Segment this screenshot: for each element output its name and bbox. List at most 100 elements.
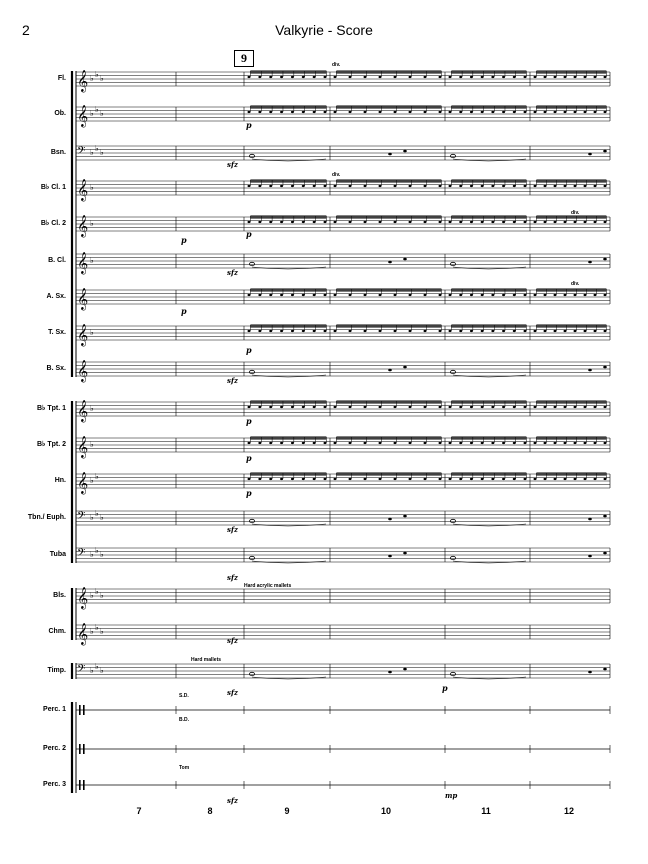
flat-icon: ♭ <box>100 550 104 559</box>
flat-icon: ♭ <box>95 509 99 518</box>
flat-icon: ♭ <box>100 513 104 522</box>
note-head <box>348 441 352 445</box>
note-head <box>533 405 537 409</box>
note-head <box>438 441 442 445</box>
note-head <box>348 110 352 114</box>
note-head <box>448 293 452 297</box>
note-head <box>280 293 284 297</box>
flat-icon: ♭ <box>90 74 94 83</box>
note-head <box>523 405 527 409</box>
note-head <box>388 152 392 156</box>
note-head <box>280 184 284 188</box>
note-head <box>393 75 397 79</box>
annotation-dyn-p: p <box>246 345 252 355</box>
note-head <box>543 184 547 188</box>
note-head <box>403 514 407 518</box>
note-head <box>491 405 495 409</box>
tie <box>251 523 327 527</box>
note-head <box>408 220 412 224</box>
note-head <box>258 441 262 445</box>
bass-clef-icon: 𝄢 <box>77 663 85 678</box>
page-title: Valkyrie - Score <box>275 22 373 38</box>
flat-icon: ♭ <box>95 662 99 671</box>
instrument-label-perc1: Perc. 1 <box>43 706 66 713</box>
note-head <box>301 293 305 297</box>
annotation-dyn-sfz: sfz <box>227 160 238 169</box>
flat-icon: ♭ <box>90 109 94 118</box>
note-head <box>543 75 547 79</box>
annotation-dyn-p: p <box>246 453 252 463</box>
note-head <box>553 405 557 409</box>
note-head <box>378 329 382 333</box>
note-head <box>459 220 463 224</box>
note-head <box>258 405 262 409</box>
annotation-dyn-sfz: sfz <box>227 573 238 582</box>
note-head <box>348 75 352 79</box>
note-head <box>533 184 537 188</box>
note-head <box>563 293 567 297</box>
note-head <box>448 405 452 409</box>
note-head <box>312 220 316 224</box>
treble-clef-icon: 𝄞 <box>77 179 88 202</box>
note-head <box>480 75 484 79</box>
note-head <box>333 220 337 224</box>
note-head <box>323 405 327 409</box>
tie <box>452 560 527 564</box>
flat-icon: ♭ <box>95 144 99 153</box>
tie <box>452 676 527 680</box>
annotation-sd: S.D. <box>179 693 189 699</box>
note-head <box>523 293 527 297</box>
treble-clef-icon: 𝄞 <box>77 400 88 423</box>
note-head <box>448 75 452 79</box>
note-head <box>491 477 495 481</box>
note-head <box>280 110 284 114</box>
note-head <box>523 110 527 114</box>
tie <box>251 374 327 378</box>
note-head <box>563 329 567 333</box>
note-head <box>533 220 537 224</box>
flat-icon: ♭ <box>90 183 94 192</box>
note-head <box>603 405 607 409</box>
annotation-dyn-p: p <box>246 229 252 239</box>
note-head <box>603 110 607 114</box>
note-head <box>280 405 284 409</box>
note-head <box>553 110 557 114</box>
note-head <box>258 477 262 481</box>
note-head <box>588 152 592 156</box>
note-head <box>438 293 442 297</box>
note-head <box>491 75 495 79</box>
note-head <box>269 293 273 297</box>
instrument-label-timp: Timp. <box>47 667 66 674</box>
note-head <box>553 75 557 79</box>
flat-icon: ♭ <box>100 666 104 675</box>
note-head <box>403 551 407 555</box>
note-head <box>247 75 251 79</box>
note-head <box>290 293 294 297</box>
note-head <box>469 75 473 79</box>
instrument-label-bsn: Bsn. <box>50 149 66 156</box>
instrument-label-perc2: Perc. 2 <box>43 745 66 752</box>
note-head <box>423 293 427 297</box>
note-head <box>543 110 547 114</box>
note-head <box>563 477 567 481</box>
note-head <box>333 110 337 114</box>
note-head <box>543 441 547 445</box>
note-head <box>523 220 527 224</box>
note-head <box>469 477 473 481</box>
flat-icon: ♭ <box>100 627 104 636</box>
note-head <box>603 477 607 481</box>
note-head <box>603 514 607 518</box>
note-head <box>603 257 607 261</box>
note-head <box>553 329 557 333</box>
note-head <box>502 110 506 114</box>
note-head <box>290 329 294 333</box>
note-head <box>258 220 262 224</box>
flat-icon: ♭ <box>90 148 94 157</box>
note-head <box>408 184 412 188</box>
note-head <box>573 184 577 188</box>
note-head <box>459 293 463 297</box>
note-head <box>290 405 294 409</box>
note-head <box>543 293 547 297</box>
note-head <box>583 110 587 114</box>
flat-icon: ♭ <box>90 627 94 636</box>
